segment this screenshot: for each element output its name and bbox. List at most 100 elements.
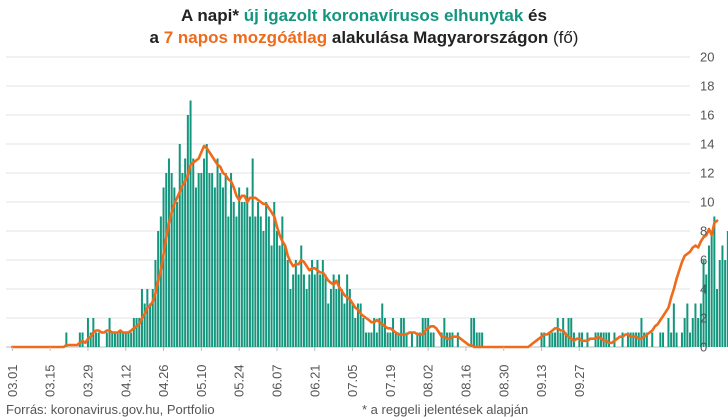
bar: [346, 274, 349, 347]
bar: [108, 318, 111, 347]
bar: [238, 187, 241, 347]
bar: [105, 332, 108, 347]
x-tick-label: 03.15: [43, 364, 58, 397]
bar: [300, 245, 303, 347]
bar: [481, 332, 484, 347]
footnote: * a reggeli jelentések alapján: [362, 402, 529, 417]
bar: [173, 187, 176, 347]
source-note: Forrás: koronavirus.gov.hu, Portfolio: [6, 402, 215, 417]
bar: [651, 332, 654, 347]
bar: [362, 318, 365, 347]
bar: [340, 289, 343, 347]
bar: [432, 332, 435, 347]
bar: [138, 318, 141, 347]
bar: [370, 332, 373, 347]
bar: [389, 332, 392, 347]
x-tick-label: 03.29: [80, 364, 95, 397]
bar: [97, 332, 100, 347]
title-unit: (fő): [548, 28, 579, 47]
bar: [243, 202, 246, 347]
x-tick-label: 09.13: [534, 364, 549, 397]
bar: [551, 332, 554, 347]
bar: [316, 260, 319, 347]
chart-title-line-2: a 7 napos mozgóátlag alakulása Magyarors…: [0, 27, 728, 49]
x-tick-label: 05.10: [194, 364, 209, 397]
bar: [213, 187, 216, 347]
bar: [710, 231, 713, 347]
bar: [726, 231, 728, 347]
y-tick-label: 0: [700, 340, 707, 355]
bar: [230, 173, 233, 347]
y-tick-label: 6: [700, 253, 707, 268]
bar: [135, 318, 138, 347]
bar: [194, 187, 197, 347]
bar: [275, 231, 278, 347]
bar: [265, 202, 268, 347]
bar: [308, 274, 311, 347]
bar: [294, 260, 297, 347]
bar: [251, 158, 254, 347]
x-tick-label: 08.02: [421, 364, 436, 397]
bar: [259, 216, 262, 347]
bar: [702, 260, 705, 347]
bar: [724, 260, 727, 347]
bar: [159, 216, 162, 347]
bar: [386, 332, 389, 347]
x-tick-label: 05.24: [232, 364, 247, 397]
y-tick-label: 16: [700, 108, 714, 123]
bar: [132, 318, 135, 347]
bar: [643, 332, 646, 347]
bar: [248, 216, 251, 347]
bar: [392, 318, 395, 347]
bar: [281, 216, 284, 347]
bar: [621, 332, 624, 347]
bar: [564, 332, 567, 347]
bar: [235, 216, 238, 347]
bar: [691, 318, 694, 347]
bar: [429, 332, 432, 347]
title-moving-average-highlight: 7 napos mozgóátlag: [163, 28, 328, 47]
bar: [567, 318, 570, 347]
bar: [410, 332, 413, 347]
bar: [270, 245, 273, 347]
bar: [640, 318, 643, 347]
bar: [184, 158, 187, 347]
y-axis-ticks: 0 2 4 6 8 10 12 14 16 18 20: [700, 50, 714, 355]
bar: [240, 202, 243, 347]
bar: [267, 216, 270, 347]
bar: [224, 173, 227, 347]
y-tick-label: 18: [700, 79, 714, 94]
title-part-1: A napi*: [181, 6, 244, 25]
y-tick-label: 4: [700, 282, 707, 297]
bar: [311, 260, 314, 347]
bar: [162, 187, 165, 347]
bar: [556, 318, 559, 347]
bar: [419, 332, 422, 347]
y-tick-label: 12: [700, 166, 714, 181]
x-tick-label: 03.01: [5, 364, 20, 397]
chart-title-line-1: A napi* új igazolt koronavírusos elhunyt…: [0, 5, 728, 27]
bar: [200, 173, 203, 347]
bar: [473, 318, 476, 347]
bar: [154, 260, 157, 347]
bar: [324, 274, 327, 347]
x-tick-label: 08.30: [496, 364, 511, 397]
bar: [232, 202, 235, 347]
bar: [219, 173, 222, 347]
bar: [718, 260, 721, 347]
bar: [167, 158, 170, 347]
bar: [170, 173, 173, 347]
title-part-4: a: [149, 28, 164, 47]
bar: [635, 332, 638, 347]
bar: [203, 158, 206, 347]
bar: [416, 332, 419, 347]
bar: [149, 303, 152, 347]
bar: [397, 332, 400, 347]
bar: [662, 332, 665, 347]
y-tick-label: 20: [700, 50, 714, 65]
bar: [278, 245, 281, 347]
bar: [89, 332, 92, 347]
bar: [119, 332, 122, 347]
bar: [211, 173, 214, 347]
